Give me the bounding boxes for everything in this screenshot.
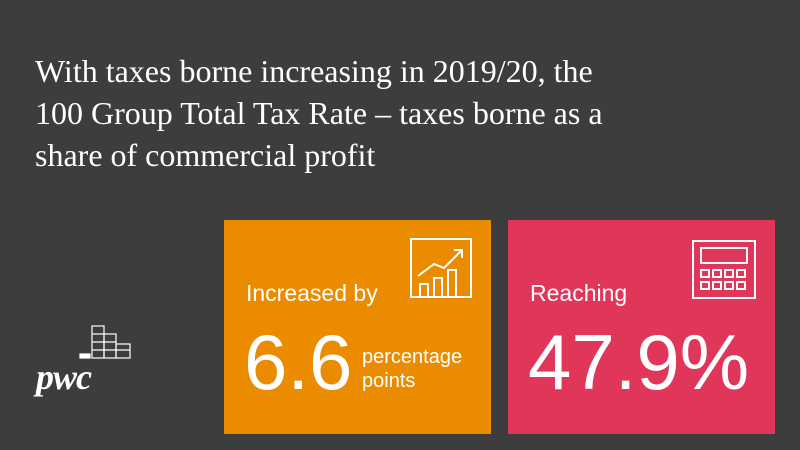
unit-line: points bbox=[362, 370, 416, 392]
title-line: With taxes borne increasing in 2019/20, … bbox=[35, 53, 593, 89]
stat-card: Increased by 6.6 percentage points bbox=[224, 220, 491, 434]
logo-text: pwc bbox=[36, 357, 92, 397]
card-value: 47.9% bbox=[528, 318, 750, 406]
calculator-icon bbox=[692, 240, 756, 299]
stat-card: Reaching 47.9% bbox=[508, 220, 775, 434]
card-label: Increased by bbox=[246, 280, 378, 306]
card-value: 6.6 bbox=[244, 318, 353, 406]
unit-line: percentage bbox=[362, 346, 463, 368]
title-line: share of commercial profit bbox=[35, 137, 376, 173]
title-line: 100 Group Total Tax Rate – taxes borne a… bbox=[35, 95, 603, 131]
logo-mark bbox=[79, 325, 131, 359]
card-label: Reaching bbox=[530, 280, 628, 306]
growth-icon bbox=[410, 238, 472, 298]
title: With taxes borne increasing in 2019/20, … bbox=[35, 50, 603, 176]
card-unit: percentage points bbox=[362, 345, 462, 393]
